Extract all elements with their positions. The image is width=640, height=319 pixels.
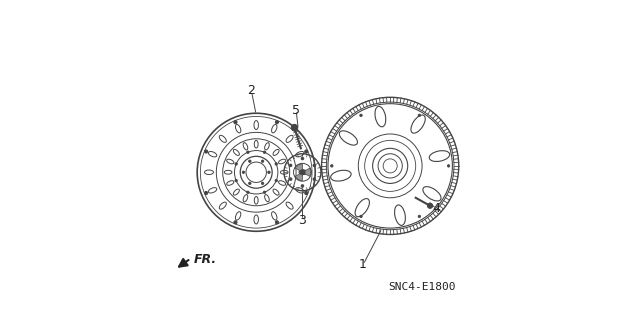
Text: 3: 3 [298,214,307,226]
Circle shape [246,151,249,153]
Text: 5: 5 [292,104,300,116]
Text: FR.: FR. [194,254,217,266]
Wedge shape [295,164,303,172]
Circle shape [418,215,420,218]
Circle shape [275,121,278,124]
Circle shape [248,160,251,162]
Text: 2: 2 [248,85,255,97]
Circle shape [235,163,237,165]
Circle shape [447,165,450,167]
Circle shape [305,191,308,195]
Circle shape [360,114,362,117]
Text: 1: 1 [359,258,367,271]
Circle shape [275,179,278,182]
Circle shape [261,182,264,185]
Text: SNC4-E1800: SNC4-E1800 [388,282,456,292]
Circle shape [330,165,333,167]
Circle shape [289,164,292,167]
Text: 4: 4 [433,203,440,215]
Circle shape [268,171,270,174]
Circle shape [246,191,249,194]
Circle shape [301,157,304,160]
Circle shape [234,121,237,124]
Circle shape [263,151,266,153]
Circle shape [261,160,264,162]
Circle shape [305,150,308,153]
Circle shape [360,215,362,218]
Circle shape [242,171,244,174]
Circle shape [234,221,237,224]
Circle shape [235,179,237,182]
Circle shape [205,191,208,195]
Circle shape [313,164,316,167]
Circle shape [205,150,208,153]
Circle shape [289,178,292,181]
Circle shape [301,184,304,187]
Circle shape [428,203,433,208]
Circle shape [300,170,305,175]
Circle shape [313,178,316,181]
Circle shape [275,163,278,165]
Circle shape [418,114,420,117]
Circle shape [291,124,298,131]
Circle shape [263,191,266,194]
Circle shape [275,221,278,224]
Wedge shape [303,168,311,176]
Circle shape [248,182,251,185]
Wedge shape [295,173,303,181]
